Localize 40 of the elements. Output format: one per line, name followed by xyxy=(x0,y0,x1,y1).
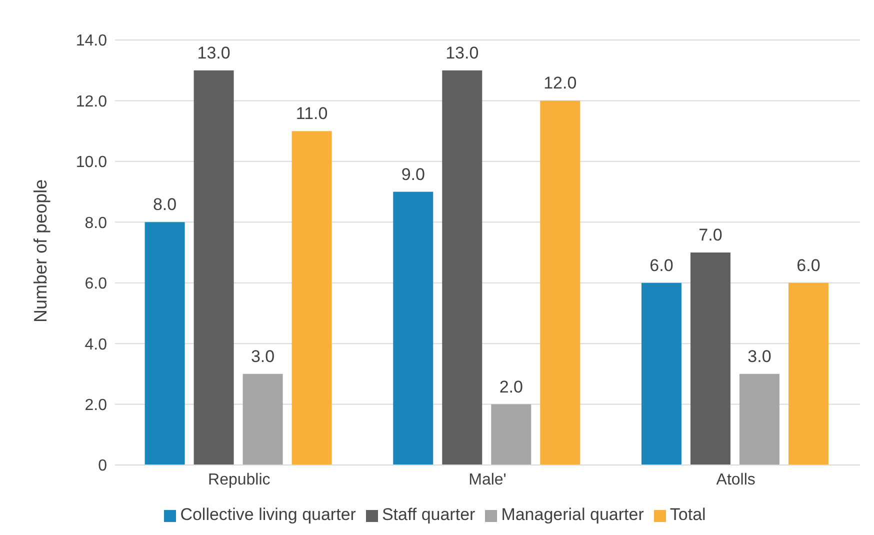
data-label: 6.0 xyxy=(796,256,820,275)
data-label: 3.0 xyxy=(250,346,275,366)
y-tick-label: 8.0 xyxy=(84,214,108,232)
data-label: 6.0 xyxy=(650,256,674,275)
data-label: 3.0 xyxy=(748,346,772,366)
y-tick-label: 0 xyxy=(98,458,108,475)
data-label: 11.0 xyxy=(296,104,328,124)
x-tick-label: Male' xyxy=(468,471,506,488)
bar xyxy=(540,100,580,465)
bar xyxy=(442,70,482,465)
bar xyxy=(690,252,730,465)
y-axis-title: Number of people xyxy=(30,179,50,322)
y-tick-label: 14.0 xyxy=(76,32,108,50)
bar xyxy=(144,222,185,465)
bar xyxy=(788,282,828,465)
legend-label: Total xyxy=(670,505,706,524)
data-label: 9.0 xyxy=(401,164,425,184)
y-tick-label: 6.0 xyxy=(84,276,108,293)
x-tick-label: Republic xyxy=(208,471,270,488)
bar xyxy=(393,192,434,465)
bar xyxy=(739,374,780,465)
legend-label: Collective living quarter xyxy=(180,505,356,524)
data-label: 8.0 xyxy=(152,195,177,214)
legend-label: Managerial quarter xyxy=(501,505,644,524)
data-label: 13.0 xyxy=(446,43,479,62)
data-label: 2.0 xyxy=(499,377,523,396)
x-tick-label: Atolls xyxy=(716,471,756,488)
data-label: 13.0 xyxy=(197,43,230,62)
bar xyxy=(242,374,283,465)
y-tick-label: 12.0 xyxy=(76,93,108,110)
bar xyxy=(194,70,234,465)
y-tick-label: 10.0 xyxy=(76,154,108,172)
bar xyxy=(641,282,682,465)
y-tick-label: 4.0 xyxy=(84,336,108,354)
bar xyxy=(292,131,332,465)
y-tick-label: 2.0 xyxy=(84,396,108,414)
data-label: 7.0 xyxy=(698,226,722,244)
legend-label: Staff quarter xyxy=(382,505,476,524)
data-label: 12.0 xyxy=(544,74,577,93)
bar xyxy=(491,404,532,465)
